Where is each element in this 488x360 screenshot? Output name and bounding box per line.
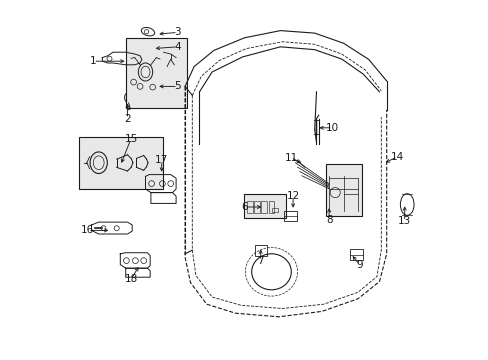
Text: 13: 13 <box>397 216 410 226</box>
Text: 10: 10 <box>325 123 339 133</box>
Bar <box>271 208 278 212</box>
Bar <box>125 38 186 108</box>
Text: 12: 12 <box>286 191 299 201</box>
Bar <box>254 201 260 213</box>
Text: 8: 8 <box>325 215 332 225</box>
Bar <box>325 164 361 216</box>
Text: 11: 11 <box>284 153 297 163</box>
Text: 1: 1 <box>90 56 97 66</box>
Bar <box>246 201 252 213</box>
Text: 17: 17 <box>155 155 168 165</box>
Circle shape <box>126 95 130 99</box>
Text: 9: 9 <box>356 260 362 270</box>
Text: 7: 7 <box>257 256 264 266</box>
Bar <box>79 137 163 189</box>
Text: 4: 4 <box>174 42 181 52</box>
Text: 6: 6 <box>241 202 247 212</box>
Text: 2: 2 <box>124 114 131 124</box>
Bar <box>261 201 266 213</box>
Text: 16: 16 <box>81 225 94 235</box>
Text: 15: 15 <box>124 134 138 144</box>
Text: 5: 5 <box>174 81 181 91</box>
Bar <box>244 194 285 218</box>
Text: 18: 18 <box>124 274 138 284</box>
Text: 14: 14 <box>390 152 403 162</box>
Bar <box>268 201 274 213</box>
Text: 3: 3 <box>174 27 181 37</box>
